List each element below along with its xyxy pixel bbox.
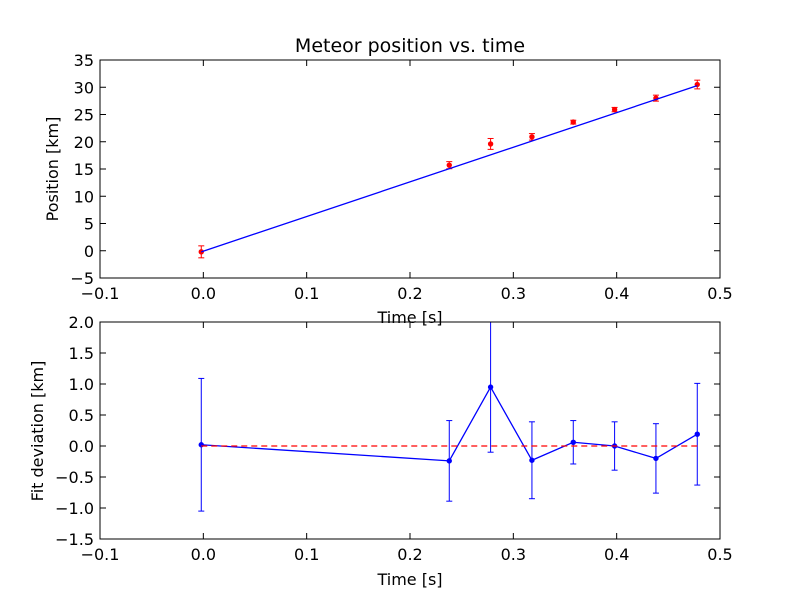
x-tick-label-top: 0.1 [294, 284, 319, 303]
y-tick-label-top: 5 [84, 215, 94, 234]
x-tick-label-top: 0.3 [501, 284, 526, 303]
data-point [446, 162, 452, 168]
y-tick-label-bottom: −1.0 [55, 499, 94, 518]
y-tick-label-top: 30 [74, 78, 94, 97]
data-point [487, 141, 494, 147]
plot-area-bottom [198, 321, 701, 512]
axes-top: −0.1 0.0 0.1 0.2 0.3 0.4 0.5 −5 0 5 10 15 20 25 30 35 [70, 51, 732, 303]
y-tick-label-top: −5 [70, 269, 94, 288]
x-tick-label-bottom: 0.4 [604, 545, 629, 564]
data-point [529, 457, 535, 463]
data-point [653, 455, 659, 462]
y-axis-label-top: Position [km] [43, 117, 62, 222]
chart-title-top: Meteor position vs. time [295, 35, 525, 57]
x-tick-label-top: 0.4 [604, 284, 629, 303]
data-point [487, 384, 494, 390]
data-point [570, 439, 576, 445]
data-point [446, 458, 452, 464]
x-tick-label-top: 0.5 [707, 284, 732, 303]
x-tick-label-top: −0.1 [81, 284, 120, 303]
x-tick-label-bottom: 0.1 [294, 545, 319, 564]
y-tick-label-bottom: 1.5 [69, 344, 94, 363]
y-tick-label-top: 15 [74, 160, 94, 179]
y-tick-label-bottom: −1.5 [55, 530, 94, 549]
x-tick-label-bottom: −0.1 [81, 545, 120, 564]
x-tick-label-bottom: 0.0 [191, 545, 216, 564]
y-tick-label-bottom: 1.0 [69, 375, 94, 394]
x-tick-label-top: 0.0 [191, 284, 216, 303]
y-tick-label-top: 20 [74, 133, 94, 152]
x-tick-label-bottom: 0.5 [707, 545, 732, 564]
y-tick-label-bottom: 0.5 [69, 406, 94, 425]
y-tick-label-bottom: 0.0 [69, 437, 94, 456]
data-point [570, 119, 576, 125]
plot-frame-top [99, 59, 721, 279]
x-tick-label-top: 0.2 [397, 284, 422, 303]
data-point [694, 431, 700, 437]
x-tick-label-bottom: 0.3 [501, 545, 526, 564]
plot-area-top [198, 79, 701, 259]
axes-bottom: −0.1 0.0 0.1 0.2 0.3 0.4 0.5 −1.5 −1.0 −0.5 0.0 0.5… [55, 313, 733, 564]
y-tick-label-top: 25 [74, 106, 94, 125]
y-tick-label-top: 10 [74, 187, 94, 206]
data-point [611, 106, 618, 113]
x-axis-label-bottom: Time [s] [376, 570, 442, 589]
fit-line [201, 84, 698, 253]
y-tick-label-top: 35 [74, 51, 94, 70]
y-axis-label-bottom: Fit deviation [km] [28, 361, 47, 502]
plot-frame-bottom [99, 321, 721, 540]
deviation-line [201, 385, 698, 462]
x-tick-label-bottom: 0.2 [397, 545, 422, 564]
data-point [529, 134, 535, 140]
y-tick-label-bottom: −0.5 [55, 468, 94, 487]
y-tick-label-bottom: 2.0 [69, 313, 94, 332]
y-tick-label-top: 0 [84, 242, 94, 261]
